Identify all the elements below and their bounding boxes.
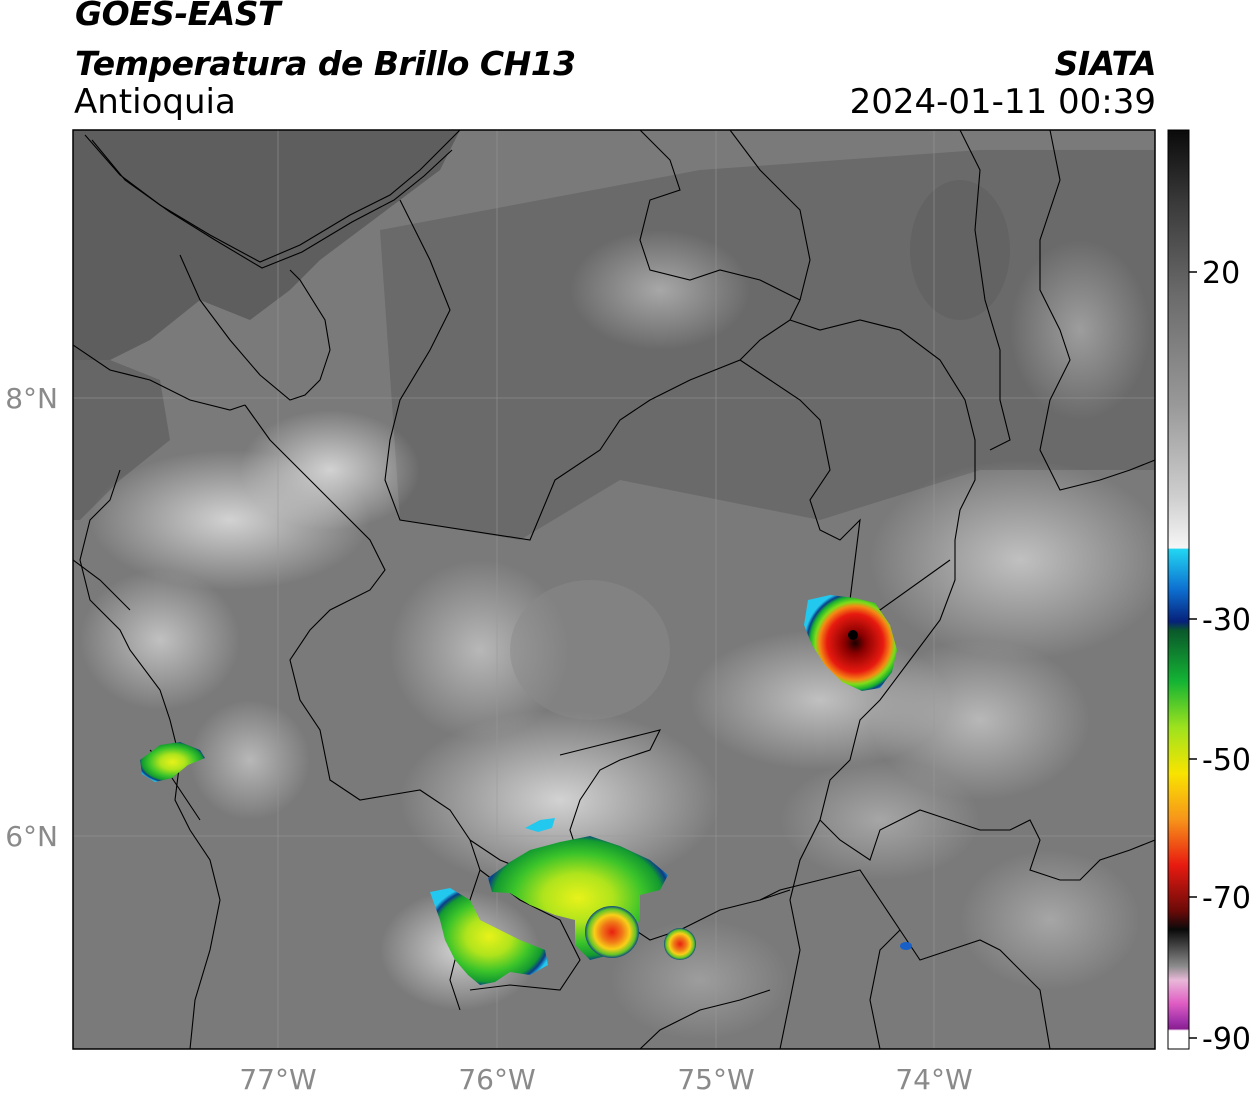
colorbar-tick-20: 20 <box>1202 256 1240 291</box>
brand-label: SIATA <box>1054 44 1157 83</box>
title-line-1: GOES-EAST <box>75 0 281 33</box>
region-label: Antioquia <box>74 82 236 122</box>
lat-label-6n: 6°N <box>5 820 58 853</box>
map-imagery <box>73 130 1155 1049</box>
lon-label-74w: 74°W <box>895 1063 972 1096</box>
lon-label-77w: 77°W <box>239 1063 316 1096</box>
colorbar: 20 -30 -50 -70 -90 <box>1167 129 1251 1057</box>
colorbar-tick-minus30: -30 <box>1202 603 1251 638</box>
datetime-label: 2024-01-11 00:39 <box>849 82 1156 122</box>
colorbar-tick-minus90: -90 <box>1202 1022 1251 1057</box>
storm-cells <box>140 595 912 985</box>
lat-label-8n: 8°N <box>5 382 58 415</box>
lon-label-76w: 76°W <box>458 1063 535 1096</box>
lon-label-75w: 75°W <box>677 1063 754 1096</box>
title-line-2: Temperatura de Brillo CH13 <box>75 44 576 83</box>
colorbar-tick-minus70: -70 <box>1202 881 1251 916</box>
colorbar-tick-minus50: -50 <box>1202 743 1251 778</box>
map-frame <box>72 129 1156 1050</box>
